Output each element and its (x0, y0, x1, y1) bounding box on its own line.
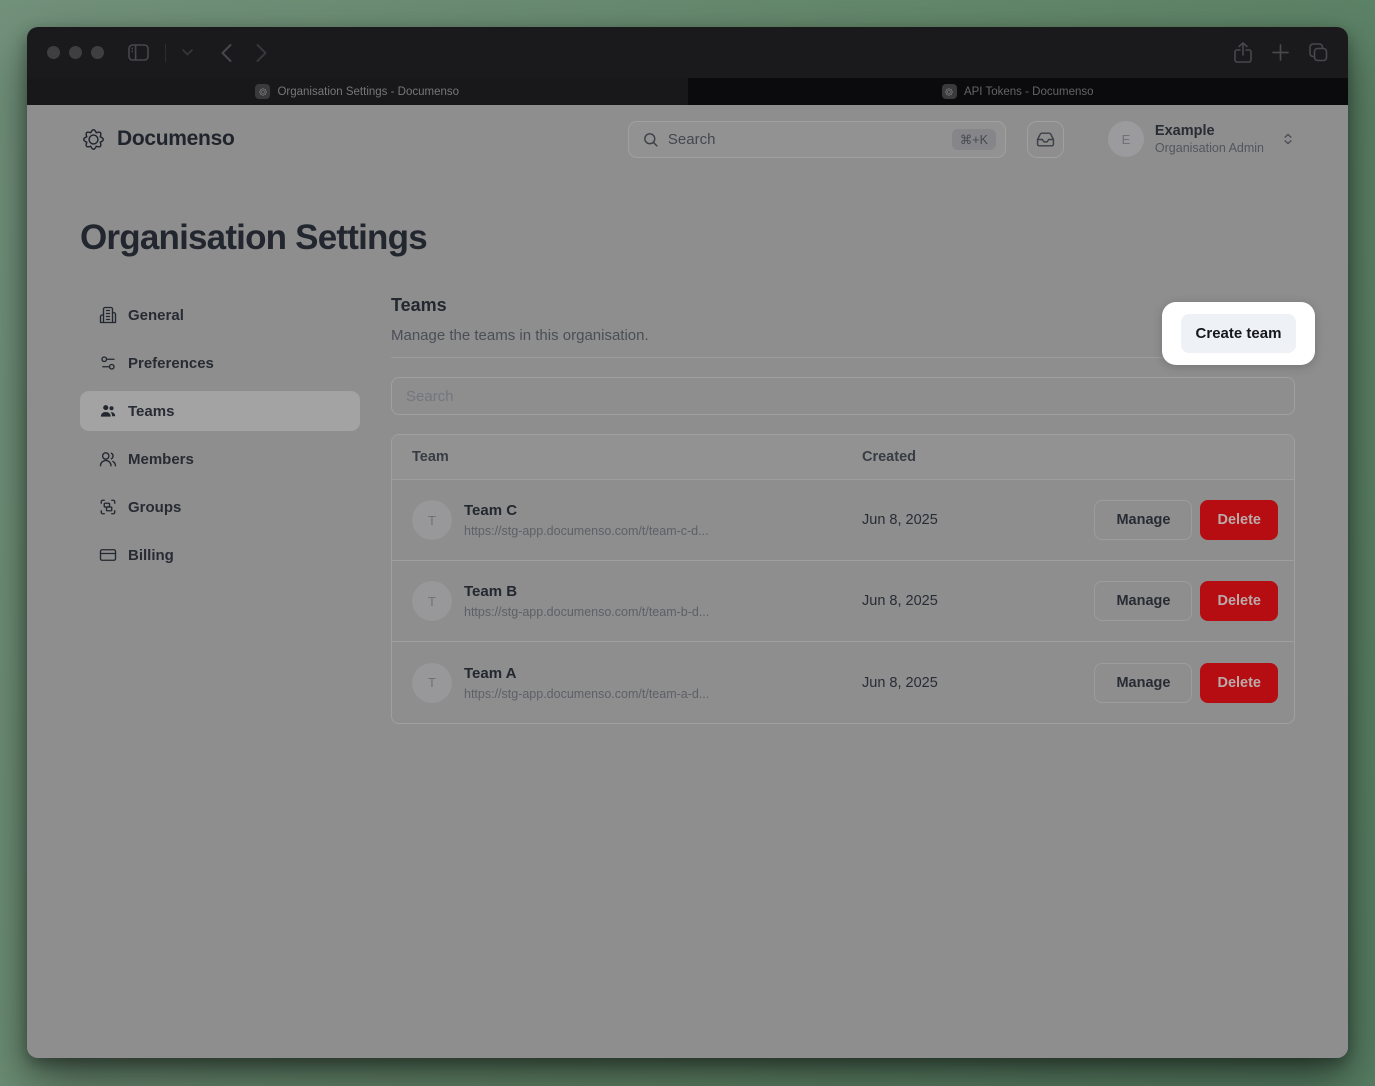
settings-sidebar: General Preferences (80, 295, 360, 724)
forward-icon[interactable] (256, 43, 267, 62)
building-icon (99, 306, 117, 324)
table-row: T Team A https://stg-app.documenso.com/t… (392, 642, 1294, 723)
group-icon (99, 498, 117, 516)
sidebar-item-members[interactable]: Members (80, 439, 360, 479)
tab-title: API Tokens - Documenso (963, 85, 1094, 98)
minimize-window-button[interactable] (69, 46, 82, 59)
sidebar-item-label: General (128, 306, 184, 324)
tab-organisation-settings[interactable]: Organisation Settings - Documenso (27, 78, 688, 105)
manage-button[interactable]: Manage (1094, 500, 1193, 540)
close-window-button[interactable] (47, 46, 60, 59)
browser-window: Organisation Settings - Documenso API To… (27, 27, 1348, 1058)
column-team: Team (412, 449, 449, 465)
delete-button[interactable]: Delete (1200, 500, 1278, 540)
sidebar-toggle-icon[interactable] (128, 44, 149, 61)
tab-api-tokens[interactable]: API Tokens - Documenso (687, 78, 1348, 105)
documenso-favicon (941, 84, 957, 99)
show-tabs-icon[interactable] (1309, 43, 1328, 62)
team-created-date: Jun 8, 2025 (862, 512, 938, 528)
team-url: https://stg-app.documenso.com/t/team-c-d… (464, 524, 709, 538)
tab-title: Organisation Settings - Documenso (277, 85, 460, 98)
spotlight-highlight: Create team (1162, 302, 1315, 365)
manage-button[interactable]: Manage (1094, 662, 1193, 703)
search-icon (642, 131, 659, 148)
avatar: E (1107, 121, 1144, 157)
section-header: Teams Manage the teams in this organisat… (391, 295, 1295, 358)
sidebar-item-teams[interactable]: Teams (80, 391, 360, 431)
team-name: Team A (464, 664, 517, 682)
zoom-window-button[interactable] (91, 46, 104, 59)
traffic-lights (47, 46, 104, 59)
documenso-favicon (255, 84, 271, 99)
teams-table: Team Created T Team C https://stg-app.do… (391, 434, 1295, 724)
chevron-down-icon[interactable] (182, 49, 193, 56)
sidebar-item-label: Billing (128, 546, 174, 564)
sidebar-item-label: Preferences (128, 354, 214, 372)
users-round-icon (99, 450, 117, 468)
team-url: https://stg-app.documenso.com/t/team-b-d… (464, 605, 710, 619)
sliders-icon (99, 354, 117, 372)
section-title: Teams (391, 295, 447, 315)
team-avatar: T (412, 581, 452, 621)
table-row: T Team B https://stg-app.documenso.com/t… (392, 561, 1294, 642)
table-row: T Team C https://stg-app.documenso.com/t… (392, 480, 1294, 561)
sidebar-item-label: Teams (128, 402, 175, 420)
delete-button[interactable]: Delete (1200, 662, 1278, 703)
page-content: Documenso Search ⌘+K E (27, 120, 1348, 1058)
manage-button[interactable]: Manage (1094, 581, 1193, 621)
team-avatar: T (412, 500, 452, 540)
user-role: Organisation Admin (1154, 141, 1264, 155)
global-search-placeholder: Search (667, 130, 716, 148)
tab-strip: Organisation Settings - Documenso API To… (27, 78, 1348, 105)
table-header: Team Created (392, 435, 1294, 480)
share-icon[interactable] (1234, 42, 1252, 63)
sidebar-item-label: Members (128, 450, 194, 468)
global-search[interactable]: Search ⌘+K (627, 120, 1006, 158)
team-name: Team B (464, 583, 518, 600)
documenso-logo-icon (83, 128, 104, 150)
page-title: Organisation Settings (80, 218, 428, 257)
sidebar-item-label: Groups (128, 498, 182, 516)
section-subtitle: Manage the teams in this organisation. (391, 327, 649, 344)
inbox-icon (1036, 131, 1055, 147)
create-team-button[interactable]: Create team (1181, 314, 1296, 353)
sidebar-item-billing[interactable]: Billing (80, 535, 360, 575)
search-shortcut-badge: ⌘+K (951, 128, 996, 150)
documenso-logo[interactable]: Documenso (80, 126, 235, 153)
sidebar-item-preferences[interactable]: Preferences (80, 343, 360, 383)
browser-toolbar (27, 27, 1348, 78)
sidebar-item-general[interactable]: General (80, 295, 360, 335)
back-icon[interactable] (221, 43, 232, 62)
sidebar-item-groups[interactable]: Groups (80, 487, 360, 527)
team-url: https://stg-app.documenso.com/t/team-a-d… (464, 686, 710, 701)
logo-text: Documenso (117, 127, 235, 150)
chevrons-up-down-icon (1281, 131, 1295, 147)
team-created-date: Jun 8, 2025 (862, 674, 938, 691)
user-name: Example (1154, 123, 1215, 139)
teams-search-input[interactable] (391, 377, 1295, 415)
team-name: Team C (464, 502, 518, 519)
delete-button[interactable]: Delete (1200, 581, 1278, 621)
user-menu[interactable]: E Example Organisation Admin (1107, 121, 1295, 157)
credit-card-icon (99, 546, 117, 564)
team-created-date: Jun 8, 2025 (862, 593, 938, 609)
inbox-button[interactable] (1026, 120, 1064, 158)
toolbar-divider (165, 43, 166, 62)
column-created: Created (862, 449, 916, 465)
team-avatar: T (412, 662, 452, 703)
new-tab-icon[interactable] (1272, 44, 1289, 61)
app-header: Documenso Search ⌘+K E (80, 120, 1295, 158)
users-icon (99, 402, 117, 420)
teams-panel: Teams Manage the teams in this organisat… (391, 295, 1295, 724)
